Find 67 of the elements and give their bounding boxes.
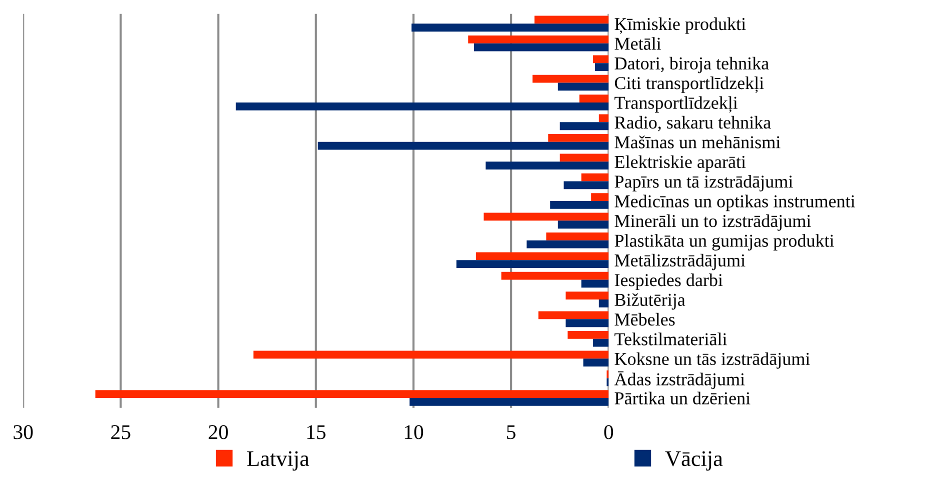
bar (412, 24, 609, 32)
y-tick-label: Metāli (614, 37, 661, 50)
bar (534, 16, 609, 24)
bar (581, 280, 609, 288)
bar (598, 114, 609, 122)
bar (560, 122, 609, 130)
bar (318, 142, 609, 150)
y-tick-label: Radio, sakaru tehnika (614, 116, 771, 132)
bar (486, 162, 609, 170)
bar (581, 173, 609, 182)
x-tick-label: 15 (307, 425, 326, 440)
y-tick-label: Datori, biroja tehnika (614, 56, 769, 74)
bar (410, 398, 609, 406)
y-tick-label: Iespiedes darbi (614, 274, 723, 290)
x-tick-label: 5 (507, 425, 516, 440)
bar (594, 63, 609, 71)
bar (579, 94, 609, 102)
bar (236, 102, 609, 110)
bar (476, 252, 609, 260)
y-tick-label: Elektriskie aparāti (614, 155, 746, 172)
x-tick-label: 30 (14, 425, 33, 440)
y-tick-label: Papīrs un tā izstrādājumi (614, 175, 793, 192)
bar (558, 82, 609, 91)
bar (591, 193, 609, 201)
bar (532, 74, 609, 83)
y-tick-label: Ķīmiskie produkti (614, 17, 746, 34)
bar (95, 390, 609, 398)
x-tick-label: 0 (604, 425, 614, 440)
y-tick-label: Transportlīdzekļi (614, 96, 738, 113)
bar (484, 212, 609, 221)
y-tick-label: Citi transportlīdzekļi (614, 76, 764, 93)
bar (598, 299, 609, 308)
bar (568, 331, 609, 339)
y-tick-label: Mašīnas un mehānismi (614, 136, 780, 148)
x-tick-label: 10 (404, 425, 424, 440)
y-tick-label: Ādas izstrādājumi (614, 371, 745, 390)
bar (593, 55, 609, 64)
bar (526, 240, 609, 248)
bar (468, 36, 609, 44)
y-tick-label: Koksne un tās izstrādājumi (614, 352, 810, 369)
bar (456, 260, 609, 268)
bar (253, 350, 609, 359)
bar (566, 292, 609, 300)
bar (566, 319, 609, 328)
y-tick-label: Tekstilmateriāli (614, 332, 727, 346)
y-tick-label: Bižutērija (614, 293, 686, 310)
bar (583, 358, 609, 366)
bar (560, 154, 609, 162)
bar (550, 200, 609, 209)
bar (501, 272, 609, 280)
y-tick-label: Medicīnas un optikas instrumenti (614, 194, 856, 212)
bar (593, 338, 609, 347)
bar (564, 181, 609, 190)
y-tick-label: Metālizstrādājumi (614, 254, 746, 270)
x-tick-label: 20 (208, 425, 228, 440)
y-tick-label: Plastikāta un gumijas produkti (614, 234, 834, 251)
bar (548, 134, 609, 142)
legend-label: Latvija (247, 451, 310, 471)
legend-label: Vācija (665, 451, 723, 471)
y-tick-label: Minerāli un to izstrādājumi (614, 214, 811, 231)
bar (558, 220, 609, 229)
x-tick-label: 25 (111, 425, 130, 440)
y-tick-label: Pārtika un dzērieni (614, 392, 750, 404)
bar (474, 43, 609, 52)
bar (538, 311, 609, 320)
y-tick-label: Mēbeles (614, 312, 675, 326)
bar (546, 232, 609, 240)
